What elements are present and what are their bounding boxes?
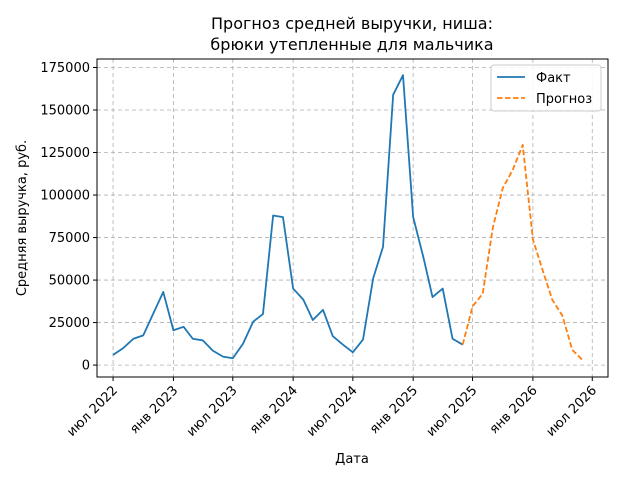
y-tick-label: 150000 <box>40 104 90 119</box>
x-tick-label: янв 2023 <box>127 383 181 437</box>
x-tick-label: июл 2024 <box>304 383 361 440</box>
x-tick-label: июл 2026 <box>544 383 601 440</box>
y-tick-label: 50000 <box>49 274 90 289</box>
y-tick-label: 125000 <box>40 146 90 161</box>
chart-title-line-1: Прогноз средней выручки, ниша: <box>211 14 493 33</box>
x-tick-label: янв 2025 <box>367 383 421 437</box>
y-axis-label: Средняя выручка, руб. <box>15 140 30 296</box>
x-axis-label: Дата <box>335 452 369 467</box>
x-tick-label: янв 2026 <box>487 383 541 437</box>
x-tick-label: июл 2025 <box>424 383 481 440</box>
y-tick-label: 100000 <box>40 189 90 204</box>
series-line-forecast <box>461 143 584 361</box>
x-axis: июл 2022 янв 2023 июл 2023 янв 2024 июл 2024… <box>64 377 600 440</box>
series-line-fact <box>112 74 464 360</box>
grid <box>97 59 608 377</box>
y-tick-label: 0 <box>82 359 90 374</box>
x-tick-label: янв 2024 <box>247 383 301 437</box>
legend-forecast-label: Прогноз <box>536 92 592 107</box>
y-tick-label: 25000 <box>49 316 90 331</box>
x-tick-label: июл 2023 <box>184 383 241 440</box>
x-tick-label: июл 2022 <box>64 383 121 440</box>
y-tick-label: 175000 <box>40 61 90 76</box>
series-layer <box>112 74 584 361</box>
y-tick-label: 75000 <box>49 231 90 246</box>
legend-fact-label: Факт <box>536 71 571 86</box>
chart-title-line-2: брюки утепленные для мальчика <box>210 35 493 54</box>
y-axis: 0 25000 50000 75000 100000 125000 150000 175000 <box>40 61 97 374</box>
legend: Факт Прогноз <box>490 64 602 112</box>
